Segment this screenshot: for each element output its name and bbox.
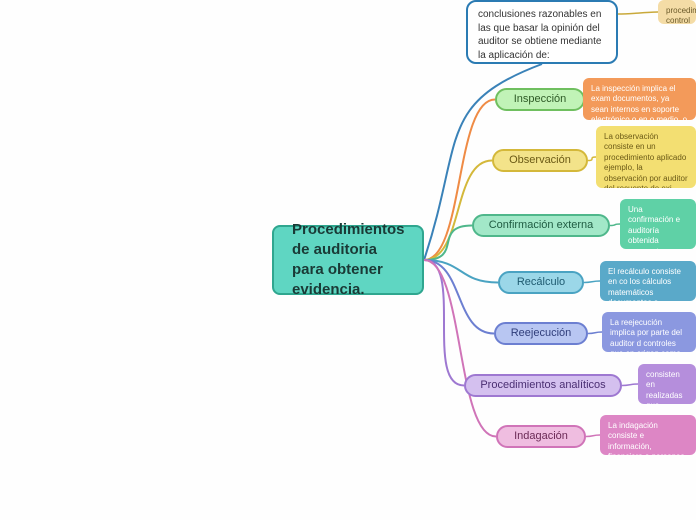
desc-analiticos: consisten en realizadas que razonabl ent… bbox=[638, 364, 696, 404]
branch-inspeccion: Inspección bbox=[495, 88, 585, 111]
top-small-desc: procedim control y p bbox=[658, 0, 696, 24]
branch-observacion: Observación bbox=[492, 149, 588, 172]
desc-indagacion: La indagación consiste e información, fi… bbox=[600, 415, 696, 455]
branch-analiticos: Procedimientos analíticos bbox=[464, 374, 622, 397]
branch-recalculo: Recálculo bbox=[498, 271, 584, 294]
branch-reejecucion: Reejecución bbox=[494, 322, 588, 345]
branch-indagacion: Indagación bbox=[496, 425, 586, 448]
branch-confirmacion: Confirmación externa bbox=[472, 214, 610, 237]
top-context-box: conclusiones razonables en las que basar… bbox=[466, 0, 618, 64]
desc-reejecucion: La reejecución implica por parte del aud… bbox=[602, 312, 696, 352]
root-node: Procedimientos de auditoria para obtener… bbox=[272, 225, 424, 295]
desc-recalculo: El recálculo consiste en co los cálculos… bbox=[600, 261, 696, 301]
desc-inspeccion: La inspección implica el exam documentos… bbox=[583, 78, 696, 120]
desc-observacion: La observación consiste en un procedimie… bbox=[596, 126, 696, 188]
desc-confirmacion: Una confirmación e auditoría obtenida re… bbox=[620, 199, 696, 249]
